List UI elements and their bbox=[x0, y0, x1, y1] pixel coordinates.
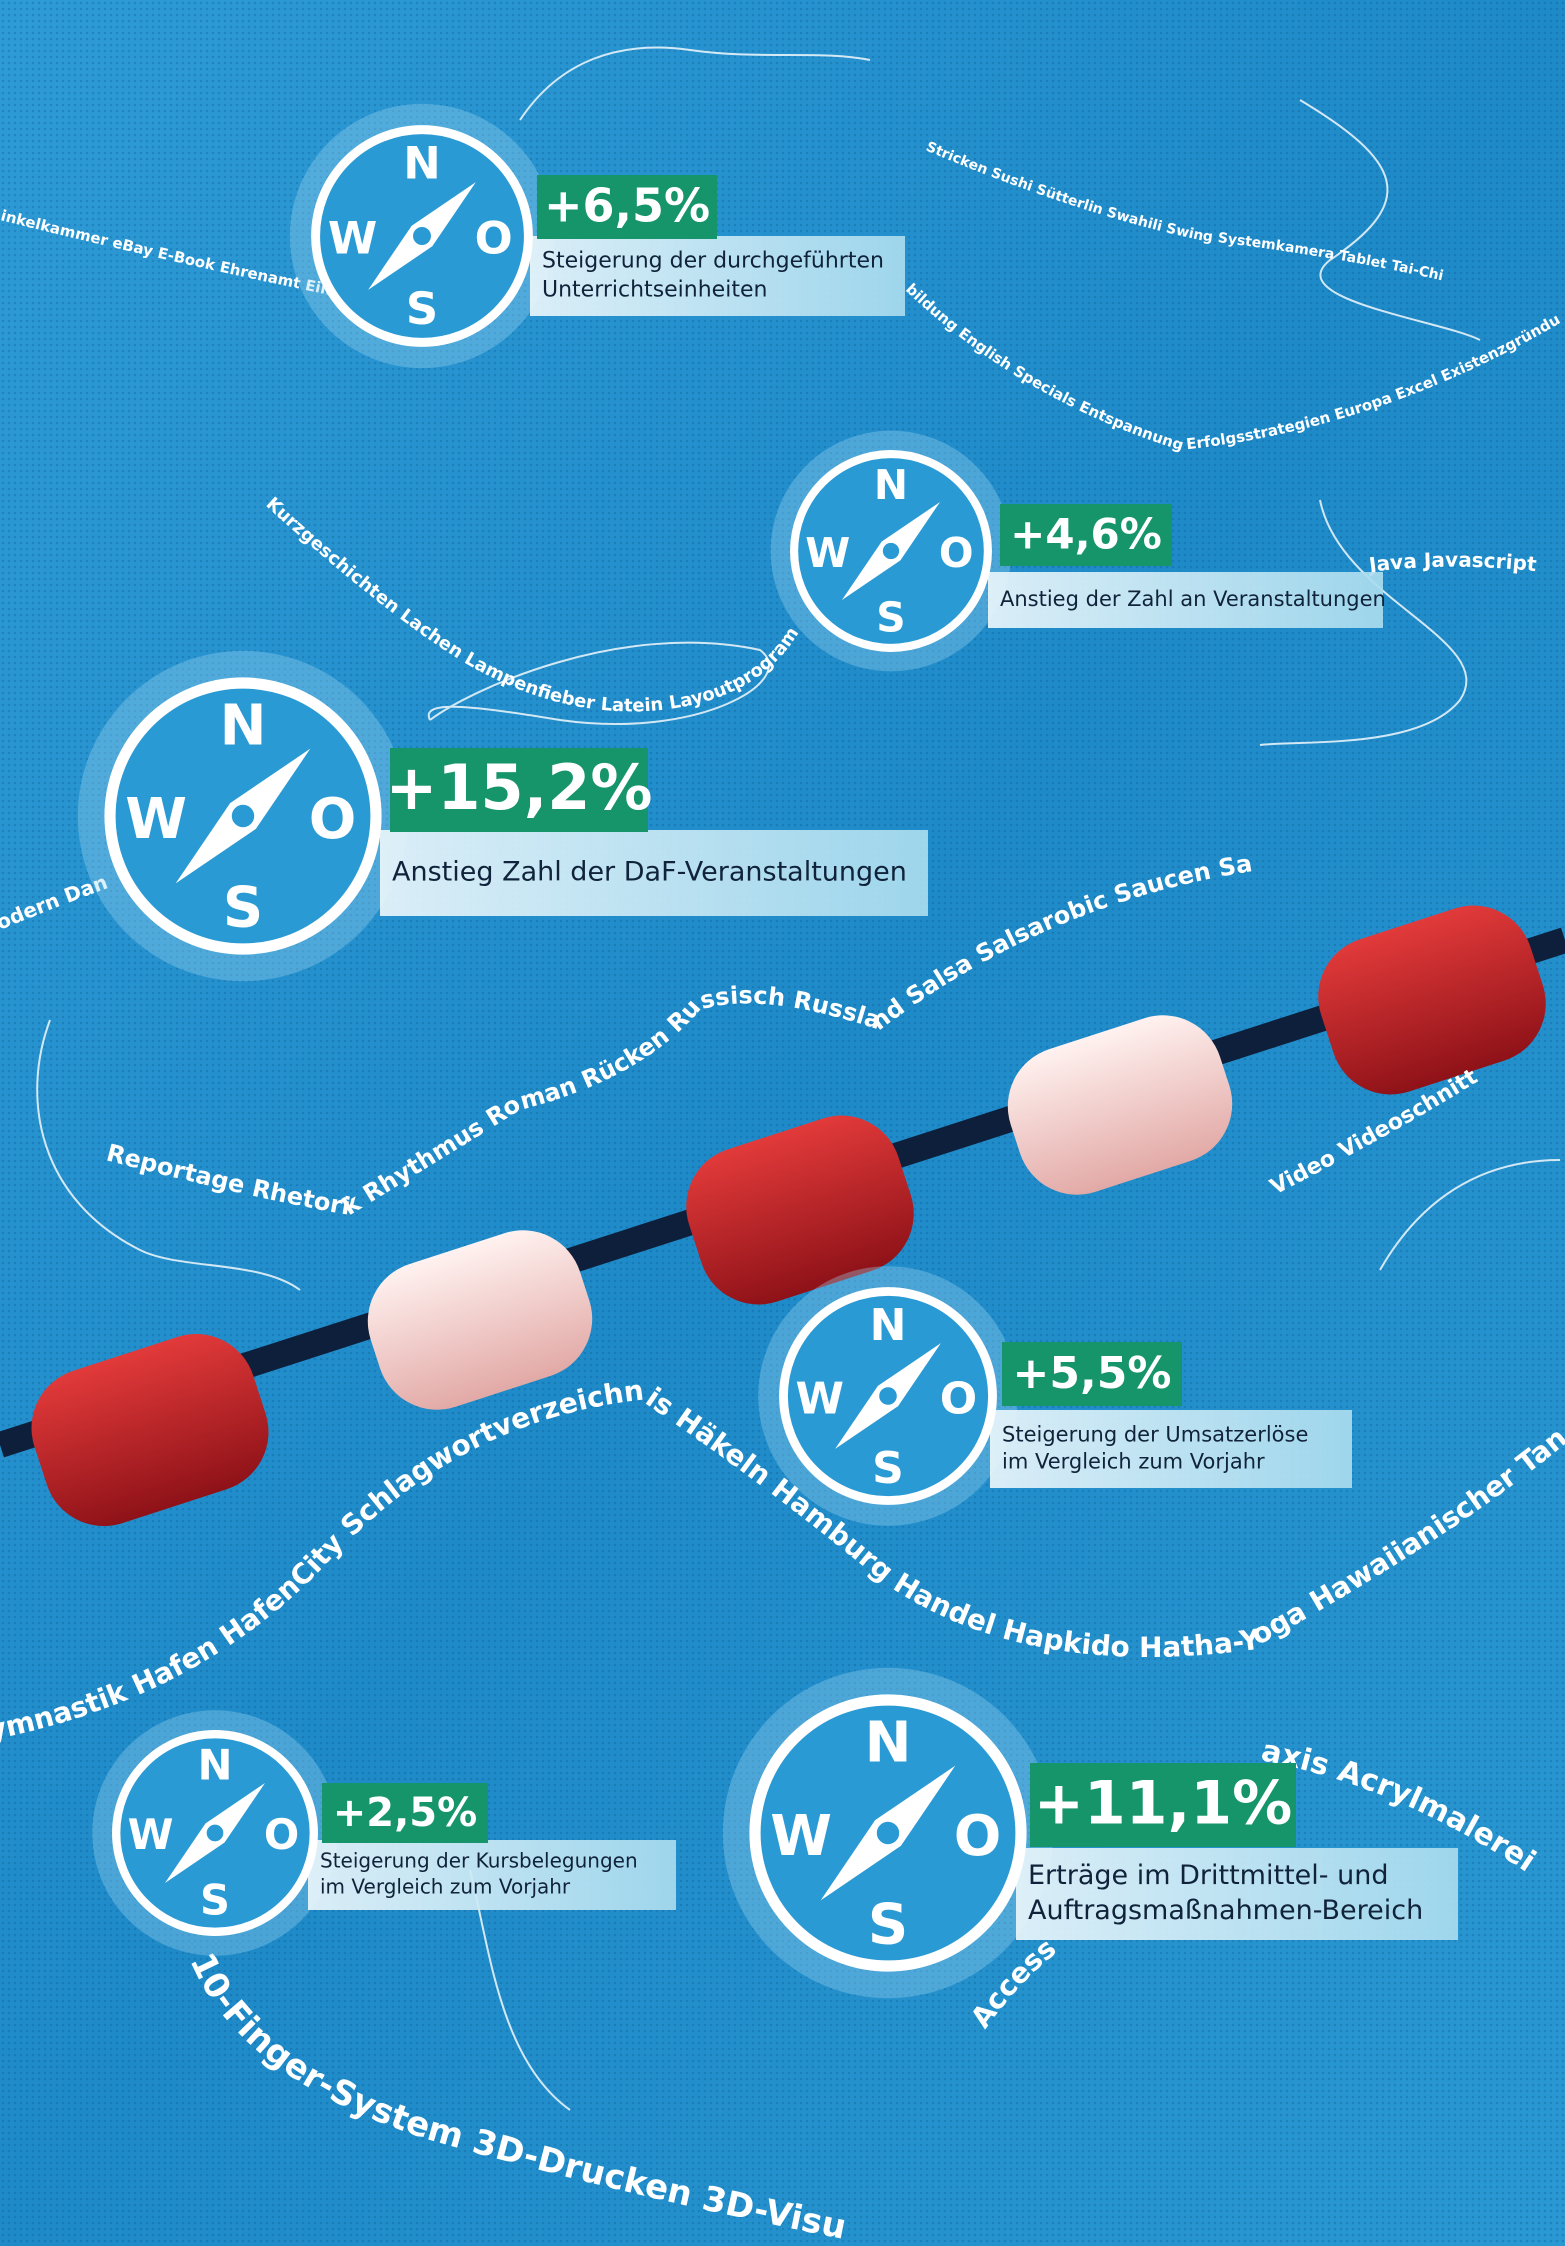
compass-letter: S bbox=[872, 1443, 904, 1494]
compass-letter: O bbox=[939, 529, 974, 577]
desc-line: Unterrichtseinheiten bbox=[542, 277, 767, 302]
compass-letter: N bbox=[220, 693, 267, 758]
compass-letter: N bbox=[403, 137, 441, 190]
compass-letter: O bbox=[954, 1804, 1002, 1869]
stats: NSW O+6,5%Steigerung der durchgeführtenUn… bbox=[77, 103, 1458, 1999]
desc-line: im Vergleich zum Vorjahr bbox=[320, 1875, 571, 1899]
desc-box bbox=[988, 572, 1383, 628]
compass-letter: S bbox=[406, 282, 438, 335]
compass-letter: W bbox=[770, 1804, 832, 1869]
stat: N SW O +11,1% Erträge im Drittmittel- und Auf… bbox=[722, 1667, 1458, 1999]
value-box bbox=[322, 1783, 488, 1843]
compass-center bbox=[871, 1816, 905, 1850]
desc-line: Anstieg Zahl der DaF-Veranstaltungen bbox=[392, 857, 907, 888]
compass-center bbox=[202, 1820, 228, 1846]
compass-letter: W bbox=[128, 1810, 174, 1859]
stat: N SW O +6,5% Steigerung der durchgeführten Un… bbox=[289, 103, 905, 369]
compass-letter: N bbox=[870, 1300, 907, 1351]
compass-letter: N bbox=[865, 1710, 912, 1775]
stat: N SW O +5,5% Steigerung der Umsatzerlöse im V… bbox=[758, 1266, 1352, 1526]
compass-letter: S bbox=[223, 875, 263, 940]
desc-line: Anstieg der Zahl an Veranstaltungen bbox=[1000, 587, 1386, 611]
compass-letter: W bbox=[125, 787, 187, 852]
desc-line: Steigerung der Umsatzerlöse bbox=[1002, 1422, 1308, 1446]
value-label: +15,2% bbox=[385, 751, 652, 824]
compass-letter: W bbox=[328, 212, 377, 265]
compass-letter: W bbox=[805, 529, 850, 577]
compass-letter: N bbox=[874, 461, 908, 509]
compass-letter: O bbox=[309, 787, 357, 852]
value-label: +6,5% bbox=[544, 179, 710, 233]
desc-line: Auftragsmaßnahmen-Bereich bbox=[1028, 1895, 1423, 1926]
value-box bbox=[390, 748, 648, 832]
desc-box bbox=[380, 830, 928, 916]
desc-box bbox=[530, 236, 905, 316]
compass-letter: N bbox=[198, 1741, 233, 1790]
stat: N SW O +15,2% Anstieg Zahl der DaF-Veranstal… bbox=[77, 650, 928, 982]
compass-letter: O bbox=[475, 212, 513, 265]
stat: N SW O +4,6% Anstieg der Zahl an Veranstaltu… bbox=[770, 430, 1386, 672]
value-box bbox=[537, 175, 717, 239]
compass-letter: S bbox=[876, 593, 905, 641]
desc-line: Steigerung der durchgeführten bbox=[542, 249, 884, 274]
desc-line: Erträge im Drittmittel- und bbox=[1028, 1860, 1388, 1891]
compass-letter: W bbox=[796, 1374, 845, 1425]
value-label: +4,6% bbox=[1010, 510, 1162, 559]
buoy-line bbox=[0, 905, 1565, 1527]
compass-letter: O bbox=[940, 1374, 977, 1425]
compass-center bbox=[408, 222, 436, 250]
compass-letter: O bbox=[264, 1810, 299, 1859]
desc-box bbox=[990, 1410, 1352, 1488]
value-box bbox=[1030, 1763, 1296, 1847]
compass-letter: S bbox=[868, 1892, 908, 1957]
value-label: +5,5% bbox=[1013, 1348, 1172, 1399]
compass-center bbox=[226, 799, 260, 833]
compass-letter: S bbox=[200, 1876, 230, 1925]
stat: N SW O +2,5% Steigerung der Kursbelegungenim… bbox=[92, 1710, 676, 1956]
desc-line: im Vergleich zum Vorjahr bbox=[1002, 1450, 1265, 1474]
value-box bbox=[1002, 1342, 1182, 1406]
desc-box bbox=[1016, 1848, 1458, 1940]
value-label: +11,1% bbox=[1034, 1769, 1292, 1839]
value-label: +2,5% bbox=[333, 1790, 477, 1836]
desc-line: Steigerung der Kursbelegungen bbox=[320, 1849, 638, 1873]
desc-box bbox=[308, 1840, 676, 1910]
compass-center bbox=[878, 538, 904, 564]
compass-center bbox=[874, 1382, 902, 1410]
value-box bbox=[1000, 504, 1172, 566]
